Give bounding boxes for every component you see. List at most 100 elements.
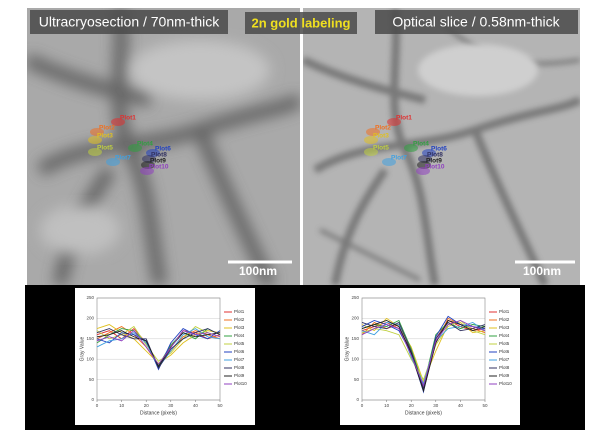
y-tick-label: 0 [356, 397, 359, 402]
x-tick-label: 20 [409, 403, 415, 408]
legend-label: Plot10 [234, 381, 247, 386]
data-line [361, 321, 486, 391]
y-axis-label: Gray Value [79, 336, 85, 361]
profile-label: Plot1 [396, 115, 412, 122]
profile-marker [90, 128, 104, 136]
label-box [245, 12, 357, 34]
profile-marker [140, 167, 154, 175]
legend-label: Plot9 [499, 373, 510, 378]
x-tick-label: 50 [217, 403, 223, 408]
x-tick-label: 0 [361, 403, 364, 408]
data-line [96, 330, 221, 368]
x-axis-label: Distance (pixels) [405, 410, 442, 416]
legend-label: Plot7 [499, 357, 510, 362]
x-tick-label: 40 [193, 403, 199, 408]
y-tick-label: 200 [351, 316, 359, 321]
legend-label: Plot6 [234, 349, 245, 354]
profile-marker [141, 161, 155, 169]
profile-label: Plot3 [373, 133, 389, 140]
data-line [361, 319, 486, 388]
profile-label: Plot4 [137, 141, 153, 148]
profile-label: Plot9 [426, 158, 442, 165]
profile-marker [366, 128, 380, 136]
profile-marker [417, 161, 431, 169]
micrograph-left [27, 8, 300, 285]
legend-label: Plot1 [234, 309, 245, 314]
scale-label: 100nm [239, 264, 277, 278]
y-tick-label: 50 [354, 377, 360, 382]
profile-marker [364, 136, 378, 144]
profile-label: Plot2 [99, 125, 115, 132]
panel-title: Ultracryosection / 70nm-thick [39, 14, 221, 30]
profile-label: Plot8 [427, 152, 443, 159]
profile-marker [88, 148, 102, 156]
profile-marker [387, 118, 401, 126]
profile-label: Plot2 [375, 125, 391, 132]
y-tick-label: 0 [91, 397, 94, 402]
panel-title: Optical slice / 0.58nm-thick [392, 14, 560, 30]
micrograph-right [303, 8, 580, 285]
legend-label: Plot2 [499, 317, 510, 322]
y-tick-label: 250 [86, 295, 94, 300]
y-tick-label: 250 [351, 295, 359, 300]
profile-label: Plot10 [149, 164, 169, 171]
data-line [96, 329, 221, 365]
title-box [375, 10, 578, 34]
profile-label: Plot6 [431, 146, 447, 153]
x-tick-label: 40 [458, 403, 464, 408]
profile-label: Plot4 [413, 141, 429, 148]
x-tick-label: 50 [482, 403, 488, 408]
profile-label: Plot10 [425, 164, 445, 171]
data-line [361, 321, 486, 385]
legend-label: Plot8 [499, 365, 510, 370]
x-tick-label: 10 [384, 403, 390, 408]
profile-label: Plot8 [151, 152, 167, 159]
legend-label: Plot1 [499, 309, 510, 314]
legend-label: Plot6 [499, 349, 510, 354]
x-axis-label: Distance (pixels) [140, 410, 177, 416]
profile-marker [364, 148, 378, 156]
center-label: 2n gold labeling [252, 15, 351, 30]
profile-marker [422, 149, 436, 157]
profile-label: Plot5 [373, 145, 389, 152]
y-tick-label: 100 [351, 356, 359, 361]
x-tick-label: 10 [119, 403, 125, 408]
profile-label: Plot9 [150, 158, 166, 165]
legend-label: Plot3 [499, 325, 510, 330]
legend-label: Plot2 [234, 317, 245, 322]
x-tick-label: 20 [144, 403, 150, 408]
profile-marker [382, 158, 396, 166]
profile-label: Plot3 [97, 133, 113, 140]
legend-label: Plot3 [234, 325, 245, 330]
data-line [96, 324, 221, 364]
legend-label: Plot4 [234, 333, 245, 338]
legend-label: Plot4 [499, 333, 510, 338]
x-tick-label: 30 [433, 403, 439, 408]
x-tick-label: 30 [168, 403, 174, 408]
profile-marker [404, 144, 418, 152]
legend-label: Plot8 [234, 365, 245, 370]
legend-label: Plot5 [499, 341, 510, 346]
profile-label: Plot1 [120, 115, 136, 122]
profile-label: Plot6 [155, 146, 171, 153]
profile-marker [106, 158, 120, 166]
legend-label: Plot10 [499, 381, 512, 386]
y-tick-label: 200 [86, 316, 94, 321]
title-box [30, 10, 228, 34]
profile-marker [146, 149, 160, 157]
profile-marker [88, 136, 102, 144]
y-tick-label: 150 [86, 336, 94, 341]
data-line [361, 317, 486, 383]
profile-marker [142, 155, 156, 163]
data-line [96, 328, 221, 370]
plot-frame [361, 297, 486, 401]
y-tick-label: 150 [351, 336, 359, 341]
profile-marker [111, 118, 125, 126]
legend-label: Plot7 [234, 357, 245, 362]
legend-label: Plot5 [234, 341, 245, 346]
profile-marker [418, 155, 432, 163]
data-line [96, 328, 221, 367]
y-tick-label: 100 [86, 356, 94, 361]
profile-label: Plot7 [391, 155, 407, 162]
